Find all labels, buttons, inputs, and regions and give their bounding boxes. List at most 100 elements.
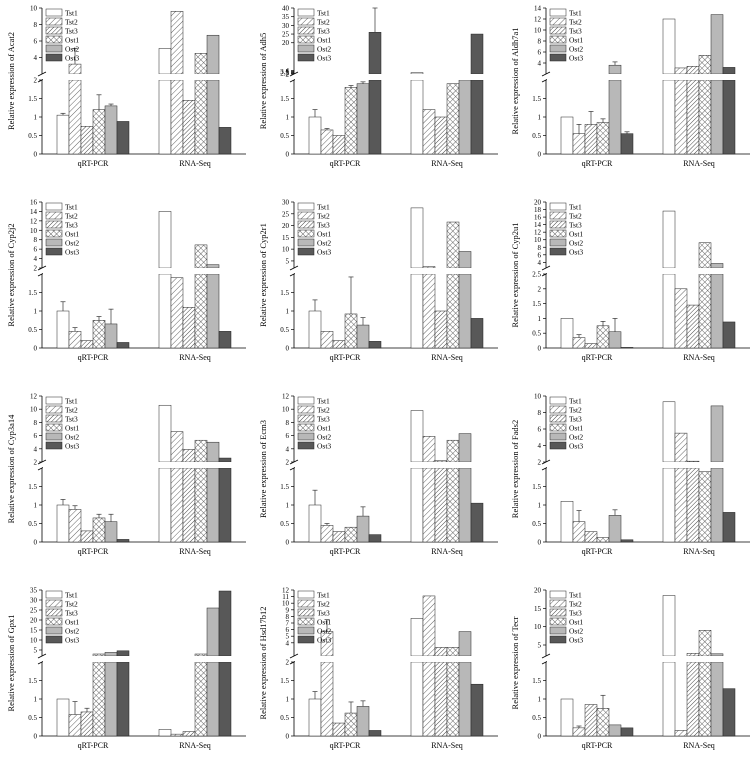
bar [710, 14, 724, 75]
legend-swatch [45, 626, 63, 635]
y-axis-label: Relative expression of Tecr [510, 616, 520, 709]
bar [410, 661, 424, 737]
chart-panel: 0 0.5 1 1.5 5 10 15 20 25 30 35 Relative expression… [0, 582, 252, 776]
bar [158, 729, 172, 737]
legend-label: Ost2 [569, 44, 583, 53]
y-tick-label: 12 [534, 229, 542, 237]
y-tick-label: 2 [286, 459, 290, 467]
bar [446, 221, 460, 269]
bar [320, 525, 334, 543]
bar [698, 242, 712, 269]
y-tick-label: 0.5 [280, 714, 289, 722]
y-tick-label: 1.5 [532, 95, 541, 103]
y-tick-label: 5 [286, 633, 290, 641]
bar [332, 531, 346, 543]
bar [206, 607, 220, 657]
y-tick-label: 2 [34, 459, 38, 467]
y-tick-label: 12 [30, 217, 38, 225]
bar [104, 521, 118, 543]
bar [410, 207, 424, 269]
y-tick-label: 0 [34, 345, 38, 353]
bar [80, 126, 94, 155]
legend-label: Ost2 [569, 626, 583, 635]
bar [356, 324, 370, 349]
y-tick-label: 4 [34, 445, 38, 453]
bar [194, 439, 208, 463]
legend-label: Ost1 [317, 229, 331, 238]
bar [674, 67, 688, 75]
bar [218, 661, 232, 737]
bar [458, 433, 472, 463]
legend-label: Ost1 [65, 423, 79, 432]
chart-panel: 0 0.5 1 1.5 2 4 6 8 10 Relative expression of Aca… [0, 0, 252, 194]
x-category-label: qRT-PCR [78, 741, 109, 750]
axis-break-gap [43, 656, 247, 662]
x-category-label: RNA-Seq [431, 547, 463, 556]
bar [158, 467, 172, 543]
bar [710, 79, 724, 155]
axis-break-gap [547, 462, 751, 468]
bar [422, 109, 436, 155]
bar [584, 704, 598, 737]
axis-break-gap [43, 74, 247, 80]
y-tick-label: 1.5 [532, 300, 541, 308]
legend-label: Tst3 [317, 26, 330, 35]
bar [698, 79, 712, 155]
legend-swatch [297, 53, 315, 62]
y-tick-label: 1 [538, 114, 542, 122]
legend-label: Tst2 [569, 405, 582, 414]
x-category-label: RNA-Seq [683, 547, 715, 556]
y-tick-label: 4 [34, 255, 38, 263]
legend-label: Ost2 [65, 432, 79, 441]
bar [686, 460, 700, 463]
legend-label: Tst2 [65, 405, 78, 414]
legend-swatch [45, 617, 63, 626]
bar [332, 135, 346, 155]
y-tick-label: 35 [30, 587, 38, 595]
y-tick-label: 30 [282, 22, 290, 30]
bar [68, 714, 82, 737]
legend-swatch [549, 608, 567, 617]
bar [620, 539, 634, 543]
y-tick-label: 6 [538, 49, 542, 57]
legend-swatch [45, 17, 63, 26]
bar [116, 661, 130, 737]
legend-label: Ost2 [317, 238, 331, 247]
bar [434, 467, 448, 543]
y-tick-label: 2.5 [532, 271, 541, 279]
legend-swatch [45, 53, 63, 62]
legend-swatch [549, 405, 567, 414]
bar [422, 467, 436, 543]
y-tick-label: 9 [286, 606, 290, 614]
bar [698, 55, 712, 75]
bar [194, 661, 208, 737]
y-tick-label: 3.5 [280, 68, 289, 76]
bar [446, 647, 460, 657]
legend-swatch [297, 211, 315, 220]
legend-label: Tst3 [65, 608, 78, 617]
legend-label: Tst3 [65, 414, 78, 423]
legend-label: Tst1 [65, 590, 78, 599]
y-tick-label: 6 [538, 251, 542, 259]
bar [620, 727, 634, 737]
legend-label: Ost1 [65, 617, 79, 626]
y-tick-label: 10 [30, 406, 38, 414]
bar [116, 539, 130, 543]
y-tick-label: 4 [286, 639, 290, 647]
bar [206, 79, 220, 155]
y-tick-label: 4 [34, 54, 38, 62]
legend-swatch [297, 405, 315, 414]
bar [206, 34, 220, 75]
bar [218, 467, 232, 543]
legend-swatch [297, 8, 315, 17]
y-tick-label: 10 [282, 406, 290, 414]
bar [470, 33, 484, 75]
bar [662, 595, 676, 657]
y-tick-label: 30 [282, 199, 290, 207]
legend-swatch [549, 53, 567, 62]
y-axis-label: Relative expression of Cyp2u1 [510, 222, 520, 327]
legend-label: Tst1 [569, 202, 582, 211]
legend-label: Tst2 [569, 211, 582, 220]
y-tick-label: 8 [286, 419, 290, 427]
